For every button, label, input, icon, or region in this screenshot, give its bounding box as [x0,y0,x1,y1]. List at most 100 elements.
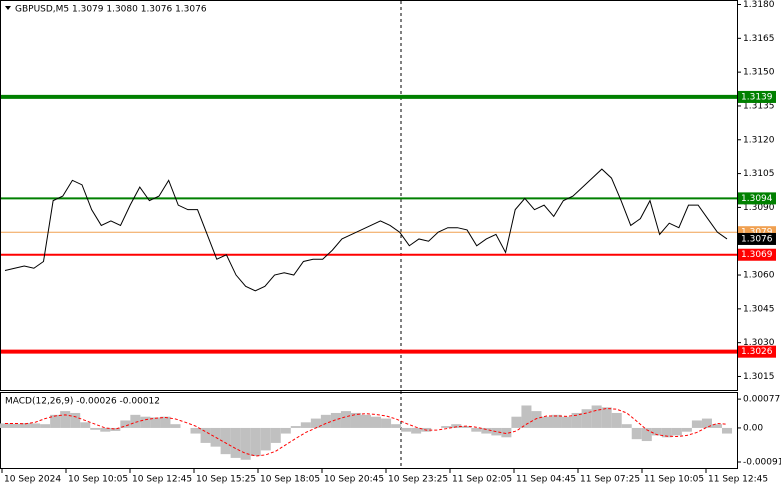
macd-bar [310,418,321,428]
macd-bar [10,423,21,428]
macd-bar [100,427,111,432]
macd-bar [511,416,522,428]
macd-bar [290,426,301,428]
level-label: 1.3094 [741,194,773,204]
macd-bar [541,416,552,428]
menu-icon [5,6,11,10]
level-label: 1.3139 [741,92,773,102]
macd-bar [110,427,121,431]
macd-bar [471,427,482,432]
macd-bar [601,407,612,428]
macd-bar [340,411,351,428]
macd-bar [170,424,181,428]
y-tick-label: 1.3090 [743,203,775,213]
macd-bar [441,426,452,428]
x-tick-label: 11 Sep 04:45 [516,475,576,485]
y-tick-label: 0.00 [743,423,763,433]
x-tick-label: 11 Sep 10:05 [644,475,704,485]
macd-bar [360,414,372,428]
macd-bar [381,418,392,428]
y-tick-label: 1.3045 [743,304,775,314]
macd-bar [721,427,733,434]
macd-bar [320,414,331,428]
level-label: 1.3026 [741,347,773,357]
level-label-bg [738,248,776,261]
macd-bar [641,427,652,442]
macd-bar [581,409,592,428]
y-tick-label: 1.3015 [743,372,775,382]
level-label-bg [738,90,776,103]
y-tick-label: -0.00091 [743,458,781,468]
x-tick-label: 10 Sep 2024 [4,475,61,485]
macd-bar [20,423,31,428]
macd-bar [611,412,622,428]
macd-bar [130,414,141,428]
macd-bar [501,427,512,438]
macd-bar [401,427,412,432]
macd-pane [0,392,738,469]
y-tick-label: 1.3180 [743,0,775,10]
x-tick-label: 11 Sep 12:45 [708,475,768,485]
macd-bar [661,427,672,438]
last-price-label: 1.3076 [741,234,773,244]
macd-bar [371,416,382,428]
macd-bar [531,411,542,428]
macd-bar [631,427,642,440]
macd-bar [70,412,81,428]
macd-bar [90,427,101,430]
macd-bar [691,420,702,428]
macd-bar [40,424,51,428]
macd-bar [260,427,271,451]
macd-bar [451,424,462,428]
y-tick-label: 0.00077 [743,395,780,405]
macd-bar [711,424,722,428]
macd-bar [280,427,291,434]
y-tick-label: 1.3165 [743,34,775,44]
y-tick-label: 1.3060 [743,271,775,281]
macd-bar [571,412,582,428]
macd-bar [200,427,211,443]
level-label-bg [738,192,776,205]
macd-bar [591,405,602,428]
macd-bar [551,414,562,428]
macd-bar [391,424,402,428]
macd-bar [230,427,241,458]
x-tick-label: 10 Sep 12:45 [132,475,192,485]
x-tick-label: 10 Sep 20:45 [324,475,384,485]
macd-bar [220,427,231,455]
macd-bar [411,427,422,434]
y-tick-label: 1.3105 [743,169,775,179]
level-label: 1.3079 [741,228,773,238]
macd-bar [210,427,221,447]
level-label: 1.3069 [741,250,773,260]
x-tick-label: 10 Sep 10:05 [68,475,128,485]
price-line [4,168,728,292]
y-tick-label: 1.3135 [743,101,775,111]
macd-bar [250,427,261,457]
macd-bar [60,411,71,428]
x-tick-label: 11 Sep 02:05 [452,475,512,485]
macd-bar [651,427,662,436]
macd-bar [350,412,361,428]
x-tick-label: 11 Sep 07:25 [580,475,640,485]
macd-bar [481,427,492,434]
macd-bar [150,417,161,428]
x-tick-label: 10 Sep 23:25 [388,475,448,485]
last-price-bg [738,232,776,245]
y-tick-label: 1.3120 [743,135,775,145]
macd-bar [80,422,91,428]
macd-bar [300,422,311,428]
macd-bar [621,424,632,428]
macd-bar [0,423,11,428]
x-tick-label: 10 Sep 18:05 [260,475,320,485]
macd-bar [270,427,281,443]
macd-bar [681,427,692,432]
price-pane [0,0,738,391]
y-tick-label: 1.3030 [743,338,775,348]
macd-bar [30,423,41,428]
x-tick-label: 10 Sep 15:25 [196,475,256,485]
macd-bar [671,427,682,436]
macd-title: MACD(12,26,9) -0.00026 -0.00012 [5,397,160,407]
